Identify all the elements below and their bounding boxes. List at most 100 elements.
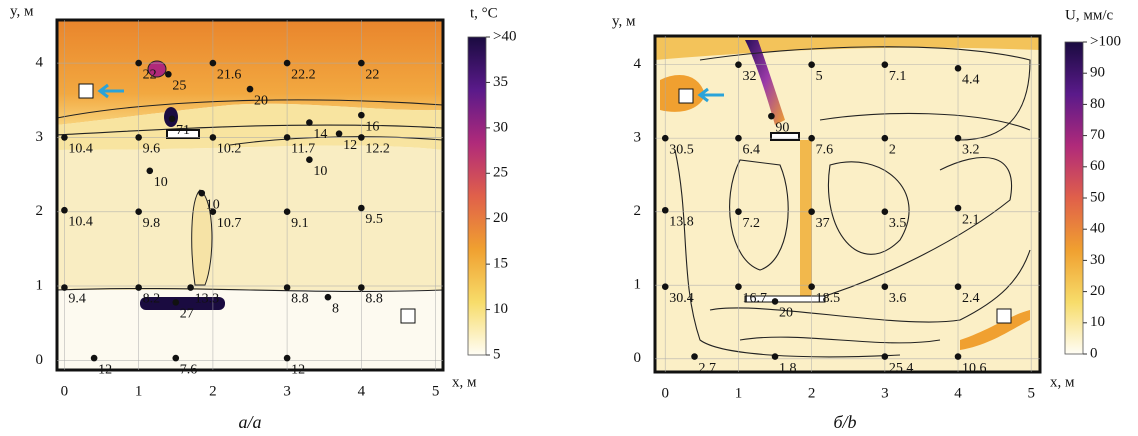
y-tick-label: 0 xyxy=(36,352,44,368)
y-tick-label: 1 xyxy=(36,277,44,293)
x-tick-label: 4 xyxy=(358,383,366,399)
colorbar-tick-label: 40 xyxy=(1090,221,1105,237)
x-tick-label: 4 xyxy=(954,385,962,401)
point-label: 9.1 xyxy=(291,216,309,231)
y-tick-label: 3 xyxy=(634,130,642,146)
point-label: 9.6 xyxy=(143,142,161,157)
colorbar xyxy=(467,36,487,356)
measure-point xyxy=(954,353,962,360)
point-label: 9.4 xyxy=(68,292,86,307)
x-tick-label: 1 xyxy=(135,383,143,399)
measure-point xyxy=(61,134,68,141)
measure-point xyxy=(324,293,332,301)
point-label: 8.2 xyxy=(143,292,161,307)
colorbar-tick-label: 0 xyxy=(1090,345,1098,361)
measure-point xyxy=(306,156,313,164)
x-tick-label: 3 xyxy=(881,385,889,401)
point-label: 7.2 xyxy=(742,216,760,231)
colorbar-tick-label: >100 xyxy=(1090,33,1121,49)
measure-point xyxy=(735,208,742,216)
colorbar-tick-label: 90 xyxy=(1090,65,1105,81)
measure-point xyxy=(246,85,254,93)
point-label: 9.5 xyxy=(365,212,383,227)
y-tick-label: 1 xyxy=(634,277,642,293)
point-label: 90 xyxy=(775,120,789,135)
measure-point xyxy=(771,353,779,360)
x-tick-label: 5 xyxy=(432,383,440,399)
measure-point xyxy=(209,134,217,141)
point-label: 22.2 xyxy=(291,67,316,82)
colorbar-tick-label: 30 xyxy=(1090,252,1105,268)
point-label: 22 xyxy=(143,67,157,82)
caption: а/a xyxy=(238,412,261,432)
point-label: 32 xyxy=(742,69,756,84)
measure-point xyxy=(771,298,779,305)
y-tick-label: 2 xyxy=(634,203,642,219)
point-label: 3.2 xyxy=(962,142,980,157)
y-tick-label: 3 xyxy=(36,129,44,145)
point-label: 10.2 xyxy=(217,142,242,157)
measure-point xyxy=(209,208,217,216)
measure-point xyxy=(661,283,669,291)
point-label: 2.7 xyxy=(699,361,717,376)
measure-point xyxy=(335,130,343,137)
measure-point xyxy=(283,59,291,67)
measure-point xyxy=(61,284,68,291)
point-label: 7.6 xyxy=(816,142,834,157)
measure-point xyxy=(808,134,815,142)
point-label: 10 xyxy=(313,164,327,179)
measure-point xyxy=(187,284,194,291)
point-label: 12 xyxy=(98,362,112,377)
point-label: 3.5 xyxy=(889,216,907,231)
x-tick-label: 5 xyxy=(1027,385,1035,401)
measure-point xyxy=(358,134,365,141)
measure-point xyxy=(358,204,365,212)
measure-point xyxy=(198,189,206,197)
measure-point xyxy=(135,59,142,67)
point-label: 12 xyxy=(291,362,305,377)
point-label: 8.8 xyxy=(291,292,309,307)
x-tick-label: 2 xyxy=(209,383,217,399)
point-label: 8.8 xyxy=(365,292,383,307)
measure-point xyxy=(881,283,889,291)
measure-point xyxy=(61,206,68,214)
colorbar-tick-label: 25 xyxy=(493,165,508,181)
measure-point xyxy=(808,283,815,291)
point-label: 25.4 xyxy=(889,361,914,376)
point-label: 3.6 xyxy=(889,291,907,306)
y-tick-label: 2 xyxy=(36,203,44,219)
colorbar-tick-label: 15 xyxy=(493,256,508,272)
measure-point xyxy=(735,283,742,291)
colorbar-tick-label: 5 xyxy=(493,346,501,362)
measure-point xyxy=(283,354,291,362)
colorbar-tick-label: >40 xyxy=(493,28,516,44)
point-label: 7.1 xyxy=(889,69,907,84)
point-label: 9.8 xyxy=(143,216,161,231)
velocity-field xyxy=(653,34,1042,374)
measure-point xyxy=(735,61,742,68)
measure-point xyxy=(661,134,669,142)
point-label: 20 xyxy=(254,93,268,108)
point-label: 2.1 xyxy=(962,212,980,227)
colorbar-tick-label: 10 xyxy=(493,301,508,317)
measure-point xyxy=(135,208,142,216)
colorbar-title: t, °C xyxy=(470,5,498,21)
point-label: 1.8 xyxy=(779,361,797,376)
point-label: 16 xyxy=(365,119,379,134)
measure-point xyxy=(209,59,217,67)
point-label: 37 xyxy=(816,216,830,231)
measure-point xyxy=(135,134,142,141)
point-label: 20 xyxy=(779,306,793,321)
point-label: 13.3 xyxy=(195,292,220,307)
measure-point xyxy=(172,354,180,362)
measure-point xyxy=(168,115,176,123)
x-axis-label: x, м xyxy=(452,374,477,390)
x-axis-label: x, м xyxy=(1050,374,1075,390)
point-label: 14 xyxy=(313,127,327,142)
colorbar-tick-label: 80 xyxy=(1090,96,1105,112)
point-label: 10.6 xyxy=(962,361,987,376)
x-tick-label: 1 xyxy=(735,385,743,401)
colorbar-tick-label: 30 xyxy=(493,119,508,135)
point-label: 10.7 xyxy=(217,216,242,231)
colorbar-tick-label: 20 xyxy=(493,210,508,226)
